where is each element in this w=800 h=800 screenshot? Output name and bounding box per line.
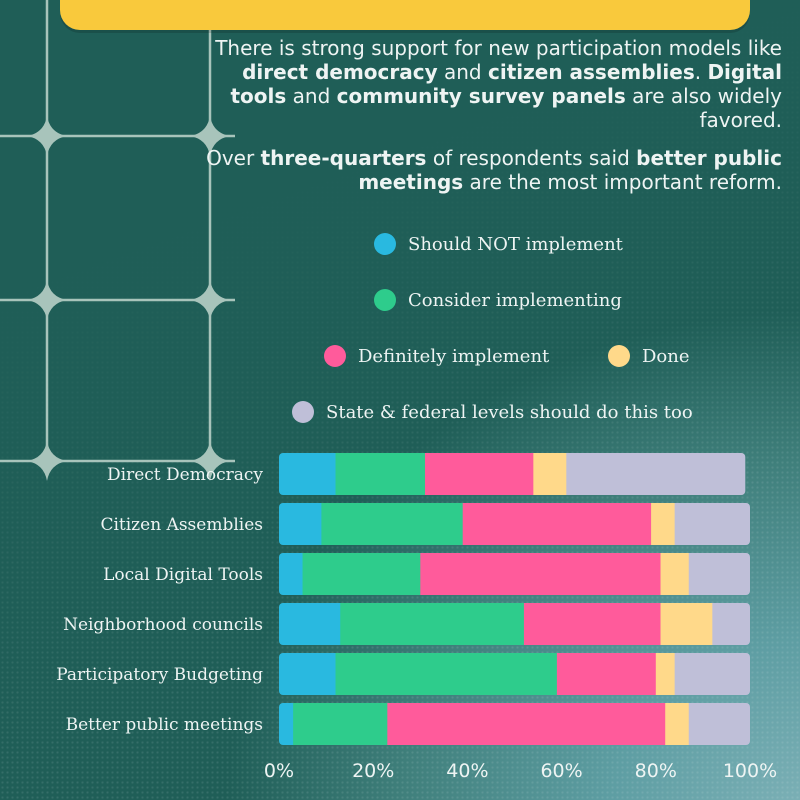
bar-segment — [279, 603, 341, 645]
category-label: Citizen Assemblies — [100, 515, 263, 535]
x-tick-label: 40% — [446, 760, 488, 782]
intro-text-run: . — [694, 60, 708, 84]
bar-segment — [420, 553, 662, 595]
bar-segment — [387, 703, 666, 745]
bar-segment — [651, 503, 676, 545]
intro-emphasis: community survey panels — [336, 84, 626, 108]
bar-segment — [674, 653, 750, 695]
sparkle-icon — [190, 116, 230, 156]
bar-segment — [660, 553, 690, 595]
bar-segment — [279, 503, 322, 545]
category-label: Neighborhood councils — [63, 615, 263, 635]
x-tick-label: 60% — [540, 760, 582, 782]
category-label: Participatory Budgeting — [56, 665, 263, 685]
bar-segment — [321, 503, 464, 545]
intro-emphasis: Digital tools — [230, 60, 782, 108]
bar-segment — [523, 603, 662, 645]
intro-text-run: and — [437, 60, 488, 84]
legend-item-consider: Consider implementing — [374, 287, 622, 313]
bar-segment — [302, 553, 421, 595]
bar-segment — [335, 653, 558, 695]
legend-swatch — [324, 345, 346, 367]
intro-text-run: Over — [206, 146, 261, 170]
intro-emphasis: direct democracy — [242, 60, 438, 84]
bar-segment — [712, 603, 750, 645]
x-tick-label: 0% — [264, 760, 294, 782]
legend-item-state-federal: State & federal levels should do this to… — [292, 399, 693, 425]
bar-segment — [566, 453, 746, 495]
legend-label: Should NOT implement — [408, 233, 623, 255]
bar-segment — [279, 453, 337, 495]
category-label: Direct Democracy — [107, 465, 263, 485]
intro-text-run: There is strong support for new particip… — [215, 36, 782, 60]
bar-segment — [665, 703, 690, 745]
intro-paragraph-2: Over three-quarters of respondents said … — [182, 146, 782, 194]
bar-segment — [293, 703, 388, 745]
intro-paragraph-1: There is strong support for new particip… — [182, 36, 782, 132]
bar-segment — [335, 453, 426, 495]
sparkle-icon — [27, 280, 67, 320]
bar-segment — [462, 503, 652, 545]
legend-item-definitely: Definitely implement — [324, 343, 549, 369]
sparkle-icon — [27, 441, 67, 481]
bar-row: Participatory Budgeting — [56, 653, 750, 695]
bar-segment — [660, 603, 713, 645]
bar-row: Citizen Assemblies — [100, 503, 750, 545]
legend-label: State & federal levels should do this to… — [326, 401, 693, 423]
title-banner — [60, 0, 750, 30]
legend-swatch — [374, 289, 396, 311]
intro-text-run: are the most important reform. — [463, 170, 782, 194]
intro-text-run: of respondents said — [426, 146, 637, 170]
bar-segment — [279, 553, 304, 595]
bar-row: Better public meetings — [66, 703, 750, 745]
bar-segment — [688, 703, 750, 745]
legend-label: Consider implementing — [408, 289, 622, 311]
legend-swatch — [374, 233, 396, 255]
bar-segment — [655, 653, 676, 695]
bar-segment — [340, 603, 525, 645]
intro-emphasis: three-quarters — [260, 146, 427, 170]
legend-item-done: Done — [608, 343, 690, 369]
intro-text-run: are also widely favored. — [625, 84, 782, 132]
legend-label: Definitely implement — [358, 345, 550, 367]
intro-emphasis: citizen assemblies — [487, 60, 695, 84]
sparkle-icon — [190, 441, 230, 481]
bar-segment — [674, 503, 750, 545]
bar-segment — [688, 553, 750, 595]
intro-text-run: and — [286, 84, 337, 108]
bar-segment — [279, 703, 294, 745]
category-label: Better public meetings — [66, 715, 263, 735]
intro-emphasis: better public meetings — [358, 146, 782, 194]
bar-row: Local Digital Tools — [103, 553, 750, 595]
x-tick-label: 20% — [352, 760, 394, 782]
legend-label: Done — [642, 345, 690, 367]
bar-segment — [425, 453, 534, 495]
legend-swatch — [292, 401, 314, 423]
bar-segment — [533, 453, 567, 495]
bar-row: Direct Democracy — [107, 453, 746, 495]
sparkle-icon — [190, 280, 230, 320]
x-tick-label: 100% — [723, 760, 777, 782]
legend-item-should-not: Should NOT implement — [374, 231, 623, 257]
intro-text: There is strong support for new particip… — [182, 36, 782, 208]
bar-segment — [279, 653, 337, 695]
bar-row: Neighborhood councils — [63, 603, 750, 645]
bar-segment — [556, 653, 657, 695]
x-tick-label: 80% — [635, 760, 677, 782]
category-label: Local Digital Tools — [103, 565, 263, 585]
legend-swatch — [608, 345, 630, 367]
sparkle-icon — [27, 116, 67, 156]
